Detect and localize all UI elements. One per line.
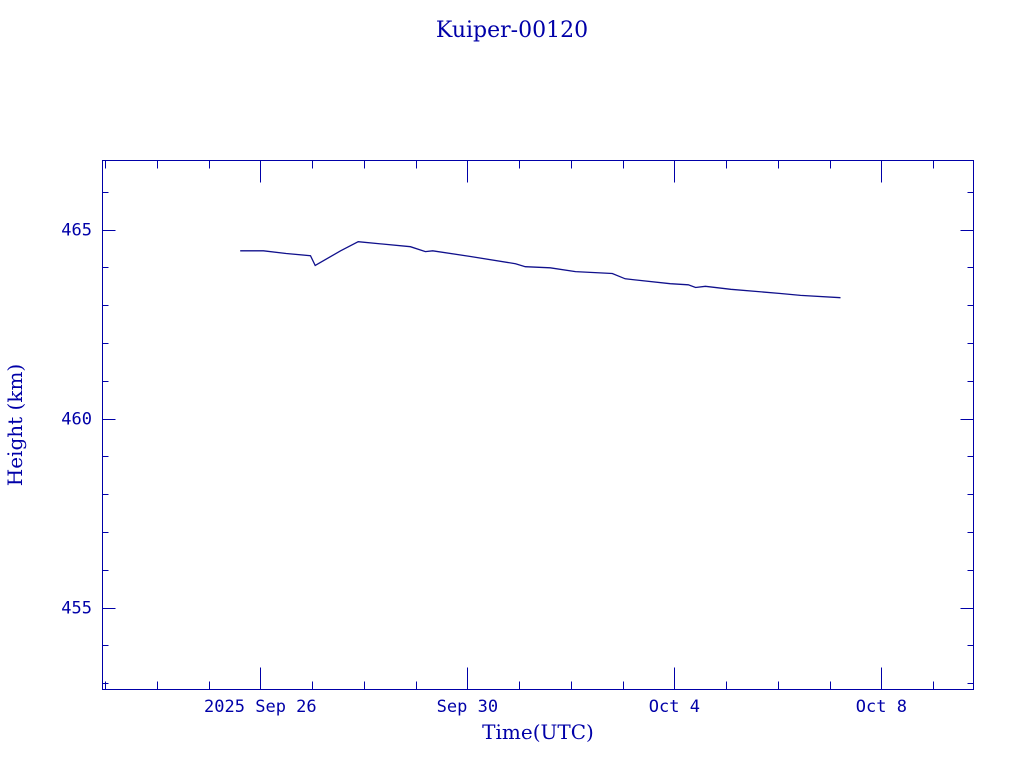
x-tick-label: Oct 4 bbox=[649, 697, 700, 717]
x-tick-label: 2025 Sep 26 bbox=[204, 697, 317, 717]
x-tick-label: Oct 8 bbox=[856, 697, 907, 717]
y-tick-label: 460 bbox=[61, 410, 92, 430]
y-tick-label: 465 bbox=[61, 221, 92, 241]
plot-frame bbox=[102, 160, 974, 690]
chart-title: Kuiper-00120 bbox=[436, 18, 588, 43]
series-line-0 bbox=[240, 241, 841, 299]
y-axis-label: Height (km) bbox=[3, 364, 27, 486]
x-axis-label: Time(UTC) bbox=[482, 720, 594, 744]
y-tick-label: 455 bbox=[61, 599, 92, 619]
x-tick-label: Sep 30 bbox=[437, 697, 498, 717]
